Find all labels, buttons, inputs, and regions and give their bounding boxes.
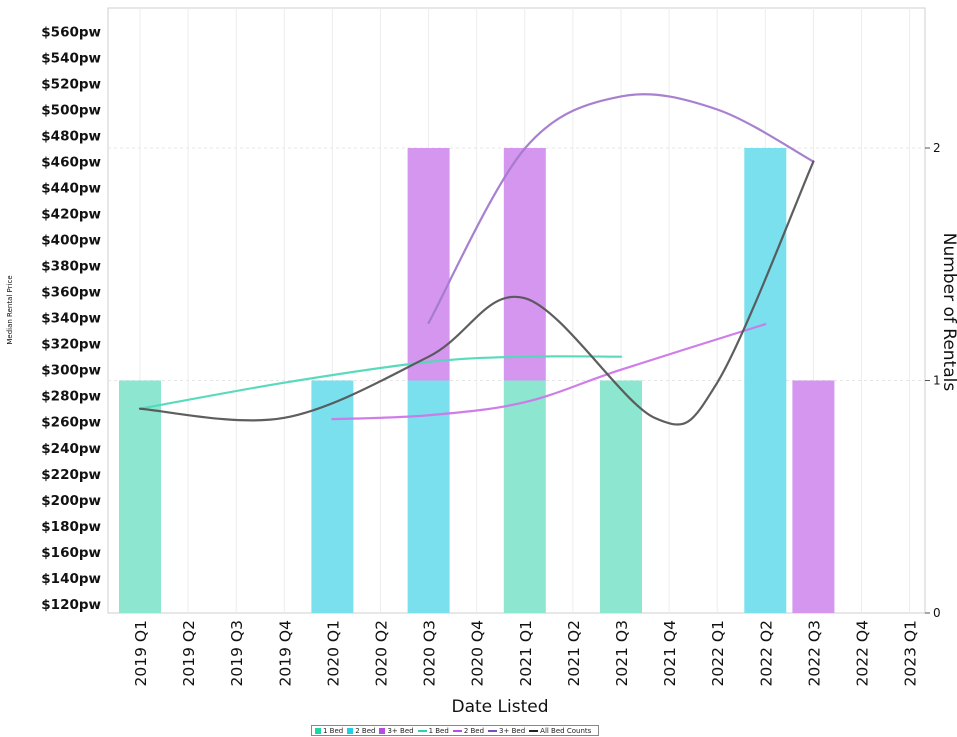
legend-label: 2 Bed bbox=[355, 726, 376, 735]
y-tick-label: $240pw bbox=[41, 441, 101, 457]
y-tick-label: $520pw bbox=[41, 76, 101, 92]
legend-item: 3+ Bed bbox=[379, 726, 414, 735]
x-tick-label: 2022 Q4 bbox=[854, 620, 872, 686]
x-tick-label: 2020 Q3 bbox=[421, 620, 439, 686]
bar bbox=[600, 380, 642, 613]
legend-label: 2 Bed bbox=[463, 726, 485, 735]
y2-axis-title: Number of Rentals bbox=[939, 233, 957, 392]
x-tick-label: 2020 Q4 bbox=[469, 620, 487, 686]
x-tick-label: 2022 Q3 bbox=[805, 620, 823, 686]
legend-label: 1 Bed bbox=[428, 726, 449, 735]
y-tick-label: $440pw bbox=[41, 181, 101, 197]
y-tick-label: $400pw bbox=[41, 233, 101, 249]
x-tick-label: 2021 Q4 bbox=[661, 620, 679, 686]
y2-tick-label: 1 bbox=[933, 374, 941, 388]
x-tick-label: 2021 Q2 bbox=[565, 620, 583, 686]
legend-line-swatch bbox=[529, 729, 539, 732]
bar bbox=[503, 148, 546, 381]
y-tick-label: $500pw bbox=[41, 102, 101, 118]
legend-label: All Bed Counts bbox=[540, 726, 592, 735]
y-tick-label: $300pw bbox=[41, 363, 101, 379]
legend-line-swatch bbox=[452, 729, 462, 732]
legend-item: 1 Bed bbox=[315, 727, 343, 735]
bar bbox=[407, 148, 450, 381]
bar bbox=[503, 380, 546, 613]
y-tick-label: $360pw bbox=[41, 285, 101, 301]
y-tick-label: $380pw bbox=[41, 259, 101, 275]
x-tick-label: 2020 Q2 bbox=[373, 620, 391, 686]
y-tick-label: $480pw bbox=[41, 129, 101, 145]
y-tick-label: $220pw bbox=[41, 467, 101, 483]
x-tick-label: 2019 Q4 bbox=[276, 620, 294, 686]
legend-label: 3+ Bed bbox=[387, 726, 414, 735]
x-tick-label: 2019 Q2 bbox=[180, 620, 198, 686]
legend-label: 1 Bed bbox=[323, 726, 344, 735]
y-tick-label: $420pw bbox=[41, 207, 101, 223]
y-axis-title: Median Rental Price bbox=[6, 275, 14, 344]
series-line bbox=[138, 355, 623, 410]
y-tick-label: $180pw bbox=[41, 519, 101, 535]
bar bbox=[119, 380, 161, 613]
y-tick-label: $340pw bbox=[41, 311, 101, 327]
x-tick-label: 2020 Q1 bbox=[324, 620, 342, 686]
legend-item: 2 Bed bbox=[452, 726, 485, 735]
y2-tick-label: 0 bbox=[933, 606, 941, 620]
x-tick-label: 2022 Q2 bbox=[757, 620, 775, 686]
y-tick-label: $320pw bbox=[41, 337, 101, 353]
legend-item: 1 Bed bbox=[417, 726, 449, 735]
series-line bbox=[138, 160, 815, 426]
y-tick-label: $160pw bbox=[41, 545, 101, 561]
legend-item: 3+ Bed bbox=[488, 727, 525, 735]
legend-item: All Bed Counts bbox=[529, 727, 591, 735]
series-line bbox=[427, 93, 815, 324]
legend-label: 3+ Bed bbox=[499, 726, 526, 735]
legend-swatch bbox=[347, 727, 354, 734]
y-tick-label: $280pw bbox=[41, 389, 101, 405]
x-axis-title: Date Listed bbox=[451, 697, 548, 717]
x-tick-label: 2019 Q1 bbox=[132, 620, 150, 686]
legend-swatch bbox=[315, 727, 321, 734]
y2-tick-label: 2 bbox=[933, 141, 941, 155]
legend: 1 Bed 2 Bed 3+ Bed 1 Bed 2 Bed 3+ Bed All Bed … bbox=[311, 725, 600, 736]
legend-swatch bbox=[379, 727, 386, 734]
bar bbox=[407, 380, 450, 613]
bar bbox=[792, 380, 835, 613]
y-tick-label: $140pw bbox=[41, 571, 101, 587]
bar bbox=[311, 380, 354, 613]
y-tick-label: $540pw bbox=[41, 50, 101, 66]
x-tick-label: 2021 Q1 bbox=[517, 620, 535, 686]
y-tick-label: $200pw bbox=[41, 493, 101, 509]
x-tick-label: 2021 Q3 bbox=[613, 620, 631, 686]
y-tick-label: $460pw bbox=[41, 155, 101, 171]
y-tick-label: $120pw bbox=[41, 597, 101, 613]
x-tick-label: 2023 Q1 bbox=[902, 620, 920, 686]
series-line bbox=[331, 323, 767, 421]
x-tick-label: 2022 Q1 bbox=[709, 620, 727, 686]
legend-item: 2 Bed bbox=[347, 727, 375, 735]
y-tick-label: $260pw bbox=[41, 415, 101, 431]
x-tick-label: 2019 Q3 bbox=[228, 620, 246, 686]
y-tick-label: $560pw bbox=[41, 24, 101, 40]
legend-line-swatch bbox=[488, 729, 498, 732]
bar bbox=[744, 148, 787, 613]
legend-line-swatch bbox=[417, 729, 427, 732]
